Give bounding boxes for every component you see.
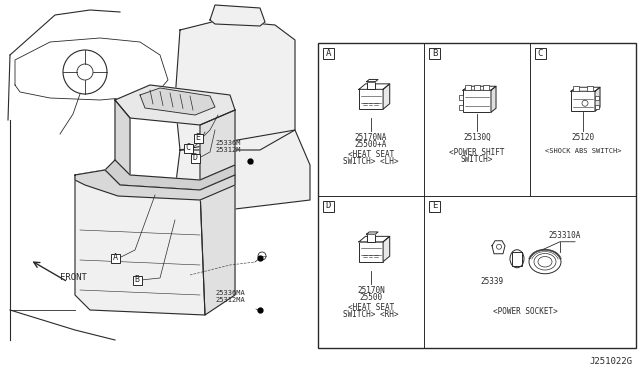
Text: 25336M: 25336M	[215, 140, 241, 146]
Polygon shape	[115, 100, 130, 175]
Polygon shape	[491, 86, 496, 112]
Text: 25130Q: 25130Q	[463, 133, 491, 142]
Text: 25500: 25500	[360, 293, 383, 302]
Bar	[323, 48, 334, 59]
Text: 25170NA: 25170NA	[355, 133, 387, 142]
Polygon shape	[140, 88, 215, 115]
Bar	[132, 276, 141, 285]
Text: <HEAT SEAT: <HEAT SEAT	[348, 150, 394, 159]
Polygon shape	[383, 84, 390, 109]
Text: SWITCH> <RH>: SWITCH> <RH>	[343, 310, 399, 319]
Bar	[463, 90, 491, 112]
Text: C: C	[186, 144, 191, 153]
Polygon shape	[175, 130, 310, 215]
Polygon shape	[105, 160, 235, 190]
Bar	[465, 85, 471, 90]
Ellipse shape	[529, 250, 561, 274]
Polygon shape	[383, 236, 390, 262]
Polygon shape	[75, 170, 235, 200]
Text: <SHOCK ABS SWITCH>: <SHOCK ABS SWITCH>	[545, 148, 621, 154]
Bar	[483, 85, 489, 90]
Text: J251022G: J251022G	[589, 357, 632, 366]
Text: 253310A: 253310A	[548, 231, 580, 240]
Bar	[323, 201, 334, 212]
Bar	[595, 96, 599, 100]
Text: 25500+A: 25500+A	[355, 140, 387, 149]
Text: SWITCH> <LH>: SWITCH> <LH>	[343, 157, 399, 166]
Polygon shape	[115, 85, 235, 125]
Text: A: A	[113, 253, 118, 263]
Bar	[512, 252, 522, 266]
Text: D: D	[326, 202, 331, 211]
Text: D: D	[193, 154, 198, 163]
Text: 25312MA: 25312MA	[215, 297, 244, 303]
Polygon shape	[210, 5, 265, 26]
Text: A: A	[326, 49, 331, 58]
Polygon shape	[359, 236, 390, 242]
Polygon shape	[595, 87, 600, 111]
Text: E: E	[195, 134, 200, 142]
Polygon shape	[200, 175, 235, 315]
Polygon shape	[571, 87, 600, 91]
Bar	[573, 86, 579, 91]
Bar	[359, 89, 383, 109]
Bar	[367, 81, 376, 89]
Text: <POWER SOCKET>: <POWER SOCKET>	[493, 307, 557, 316]
Polygon shape	[367, 80, 378, 81]
Bar	[359, 242, 383, 262]
Bar	[429, 48, 440, 59]
Bar	[193, 134, 202, 142]
Bar	[184, 144, 193, 153]
Polygon shape	[463, 86, 496, 90]
Text: B: B	[432, 49, 437, 58]
Bar	[191, 154, 200, 163]
Bar	[459, 95, 463, 100]
Polygon shape	[367, 232, 378, 234]
Bar	[571, 91, 595, 111]
Text: C: C	[538, 49, 543, 58]
Bar	[318, 43, 636, 348]
Polygon shape	[200, 110, 235, 180]
Text: <HEAT SEAT: <HEAT SEAT	[348, 303, 394, 312]
Polygon shape	[175, 20, 295, 150]
Bar	[429, 201, 440, 212]
Text: 25120: 25120	[572, 133, 595, 142]
Text: SWITCH>: SWITCH>	[461, 155, 493, 164]
Bar	[587, 86, 593, 91]
Text: E: E	[432, 202, 437, 211]
Text: <POWER SHIFT: <POWER SHIFT	[449, 148, 505, 157]
Text: 25336MA: 25336MA	[215, 290, 244, 296]
Bar	[535, 48, 546, 59]
Bar	[474, 85, 480, 90]
Bar	[367, 234, 376, 242]
Bar	[595, 105, 599, 109]
Text: 25312M: 25312M	[215, 147, 241, 153]
Polygon shape	[75, 170, 205, 315]
Bar	[459, 105, 463, 110]
Text: FRONT: FRONT	[60, 273, 87, 282]
Text: B: B	[134, 276, 140, 285]
Text: 25339: 25339	[481, 277, 504, 286]
Polygon shape	[359, 84, 390, 89]
Bar	[111, 253, 120, 263]
Polygon shape	[492, 241, 505, 254]
Text: 25170N: 25170N	[357, 286, 385, 295]
